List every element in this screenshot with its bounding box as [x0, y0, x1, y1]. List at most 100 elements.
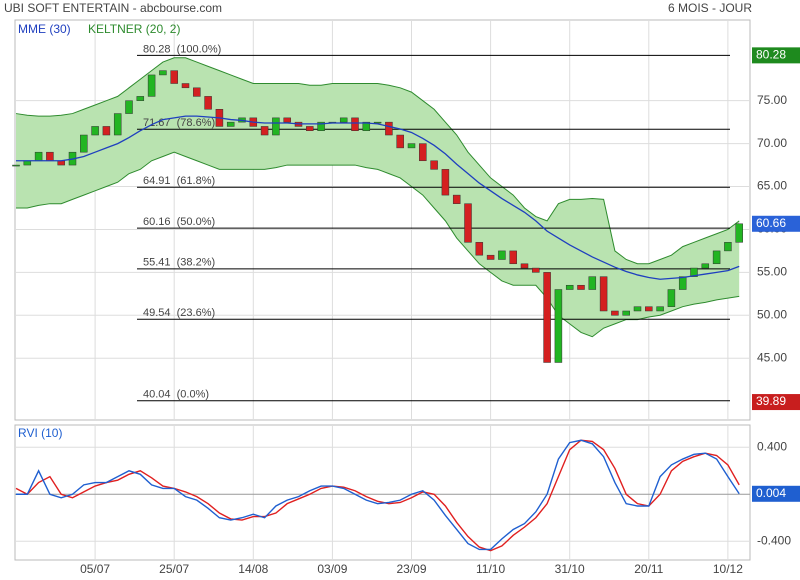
candle: [339, 117, 348, 123]
candle: [317, 121, 325, 131]
y-tick-label: 70.00: [757, 136, 787, 150]
candle: [272, 117, 280, 136]
x-tick-label: 25/07: [159, 562, 189, 576]
candle: [193, 87, 201, 97]
fib-label: 64.91 (61.8%): [143, 175, 215, 187]
x-tick-label: 03/09: [317, 562, 347, 576]
candle: [464, 203, 472, 243]
candle: [407, 143, 416, 149]
candle: [80, 134, 88, 153]
candle: [588, 276, 597, 290]
candle: [102, 126, 111, 136]
candle: [147, 74, 156, 97]
candle: [226, 121, 235, 127]
fib-label: 60.16 (50.0%): [143, 216, 215, 228]
period: 6 MOIS - JOUR: [668, 1, 752, 15]
candle: [125, 100, 133, 114]
candle: [452, 194, 461, 204]
candle: [136, 96, 145, 101]
candle: [611, 310, 619, 316]
legend-mme: MME (30): [18, 22, 71, 36]
chart-title: UBI SOFT ENTERTAIN - abcbourse.com: [4, 1, 222, 15]
fib-label: 40.04 (0.0%): [143, 389, 209, 401]
candle: [656, 306, 664, 312]
candle: [520, 263, 529, 269]
candle: [351, 117, 359, 131]
keltner-fill: [16, 57, 740, 337]
candle: [113, 113, 122, 136]
high-label: 80.28: [756, 48, 786, 62]
high-box: [752, 47, 800, 64]
y-tick-label: 0.400: [757, 439, 787, 453]
candle: [373, 121, 382, 124]
x-tick-label: 05/07: [80, 562, 110, 576]
y-tick-label: 75.00: [757, 93, 787, 107]
candle: [181, 83, 190, 89]
candle: [91, 126, 99, 136]
x-tick-label: 20/11: [634, 562, 663, 576]
candle: [622, 310, 630, 316]
candle: [12, 164, 20, 167]
price-panel: [14, 19, 751, 421]
candle: [306, 126, 314, 131]
y-tick-label: 50.00: [757, 307, 787, 321]
keltner-upper: [15, 57, 740, 265]
candle: [396, 134, 404, 149]
candle: [645, 306, 653, 312]
candle: [633, 306, 642, 312]
candle: [159, 70, 167, 76]
x-tick-label: 14/08: [238, 562, 268, 576]
candle: [577, 284, 585, 290]
candle: [543, 272, 551, 363]
candle: [724, 242, 732, 252]
rvi-line: [15, 439, 740, 552]
candle: [475, 242, 484, 256]
candle: [486, 254, 495, 260]
x-tick-label: 11/10: [476, 562, 505, 576]
last-price-label: 60.66: [756, 216, 786, 230]
candle: [701, 263, 710, 269]
candle: [599, 276, 608, 312]
candle: [678, 276, 687, 290]
rvi-last-box: [752, 485, 800, 502]
legend-keltner: KELTNER (20, 2): [88, 22, 180, 36]
candle: [204, 96, 212, 110]
y-tick-label: 65.00: [757, 179, 787, 193]
candle: [667, 289, 676, 307]
low-label: 39.89: [756, 394, 786, 408]
x-tick-label: 10/12: [713, 562, 743, 576]
candle: [690, 267, 698, 277]
candle: [565, 284, 574, 290]
candle: [362, 121, 371, 131]
y-tick-label: 45.00: [757, 350, 787, 364]
y-tick-label: 55.00: [757, 265, 787, 279]
last-price-box: [752, 215, 800, 232]
candle: [419, 143, 427, 162]
keltner-lower: [16, 151, 740, 338]
candle: [532, 267, 540, 273]
fib-label: 80.28 (100.0%): [143, 43, 221, 55]
x-tick-label: 31/10: [555, 562, 585, 576]
y-tick-label: -0.400: [757, 533, 791, 547]
candle: [554, 289, 563, 363]
candle: [170, 70, 178, 84]
candle: [498, 250, 506, 260]
candle: [430, 160, 438, 170]
candle: [46, 151, 54, 162]
rvi-title: RVI (10): [18, 426, 62, 440]
candle: [509, 250, 517, 265]
fib-label: 49.54 (23.6%): [143, 307, 215, 319]
candle: [283, 117, 291, 123]
rvi-panel: [14, 424, 751, 561]
candle: [34, 151, 43, 162]
candle: [735, 223, 743, 243]
rvi-line: [16, 439, 740, 551]
candle: [712, 250, 721, 265]
fib-label: 55.41 (38.2%): [143, 257, 215, 269]
mme-line: [16, 115, 740, 280]
candle: [441, 169, 450, 196]
low-box: [752, 394, 800, 411]
candle: [260, 126, 269, 136]
x-tick-label: 23/09: [396, 562, 426, 576]
